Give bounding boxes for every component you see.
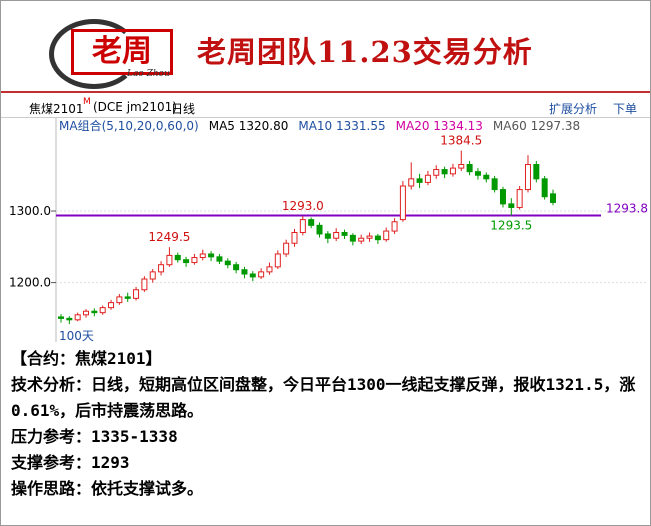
extend-button[interactable]: 扩展分析 [549,102,598,116]
candle-body [383,230,390,241]
candle-body [524,164,531,191]
candle-body [299,219,306,234]
toolbar: 焦煤2101 M (DCE jm2101) 日线 扩展分析 下单 [1,97,650,118]
chart: 100天 MA组合(5,10,20,0,60,0) MA5 1320.80 MA10… [9,118,648,342]
candle-body [66,317,73,321]
candle-body [416,178,423,183]
support-label: 1293.8 [606,201,648,215]
logo: 老周 Lao Zhou [49,19,179,89]
legend-entry: MA60 1297.38 [493,119,580,133]
candle-body [174,254,181,261]
logo-text: 老周 [71,29,173,75]
code: (DCE jm2101) [93,100,177,114]
legend-entry: MA10 1331.55 [298,119,385,133]
candle-body [391,221,398,232]
candle-body [57,316,65,319]
candle-body [208,253,215,258]
legend-entry: MA20 1334.13 [396,119,483,133]
analysis-line: 【合约：焦煤2101】 [11,349,162,368]
candle-body [433,169,440,176]
candle-body [249,273,256,278]
analysis: 【合约：焦煤2101】技术分析：日线，短期高位区间盘整，今日平台1300一线起支… [11,346,636,502]
candle-body [99,307,106,314]
candle-body [266,266,273,273]
candle-body [541,178,548,198]
candle-body [508,203,515,208]
flag: M [83,97,91,107]
candle-body [424,174,431,183]
candle-body [158,264,165,273]
candle-body [399,185,406,221]
candle-body [316,224,323,235]
period[interactable]: 日线 [171,102,196,116]
annotation: 1293.0 [282,199,324,213]
candle-body [283,242,290,255]
annotation: 1249.5 [148,230,190,244]
candle-body [124,296,131,299]
candle-body [183,259,190,264]
candle-body [308,219,315,226]
title: 老周团队11.23交易分析 [197,35,533,69]
y-tick-label: 1200.0 [9,276,51,290]
candle-body [291,232,298,244]
candle-body [549,193,557,203]
candle-body [499,189,506,205]
candle-body [324,233,331,239]
y-tick-label: 1300.0 [9,204,51,218]
candle-body [258,271,265,278]
annotation: 1293.5 [490,219,532,233]
candle-body [474,171,481,176]
candle-body [349,234,356,242]
candle-body [491,178,498,191]
analysis-line: 支撑参考：1293 [11,453,130,472]
candle-body [441,169,448,175]
header: 老周 Lao Zhou 老周团队11.23交易分析 [1,1,650,93]
candle-body [74,314,81,321]
logo-script: Lao Zhou [127,69,170,79]
candle-body [458,164,465,169]
candle-body [133,289,140,299]
analysis-line: 压力参考：1335-1338 [11,427,178,446]
candle-body [366,235,373,239]
candle-body [516,189,523,208]
candle-body [149,271,156,280]
legend-entry: MA5 1320.80 [209,119,289,133]
candle-body [166,254,173,266]
annotation: 1384.5 [440,134,482,148]
candle-body [108,302,115,309]
candle-body [466,164,473,173]
symbol[interactable]: 焦煤2101 [29,102,84,116]
candle-body [216,256,223,262]
candle-body [341,232,348,236]
range-label: 100天 [59,329,94,342]
candle-body [191,257,198,264]
candle-body [199,253,206,259]
analysis-line: 操作思路：依托支撑试多。 [11,479,204,498]
candle-body [533,164,540,180]
analysis-line: 技术分析：日线，短期高位区间盘整，今日平台1300一线起支撑反弹，报收1321.… [11,375,636,420]
legend-entry: MA组合(5,10,20,0,60,0) [59,118,199,133]
candle-body [233,264,240,271]
candle-body [141,278,148,291]
candle-body [374,235,381,241]
candle-body [116,296,123,304]
candle-body [333,232,340,239]
candle-body [483,174,490,180]
candle-body [274,253,281,268]
candle-body [408,178,415,187]
candle-body [358,237,365,242]
logo-ring [49,19,139,89]
candle-body [91,310,98,314]
order-button[interactable]: 下单 [613,102,638,116]
candle-body [83,310,90,316]
candle-body [224,260,231,266]
candle-body [449,167,456,175]
candle-body [241,269,248,275]
